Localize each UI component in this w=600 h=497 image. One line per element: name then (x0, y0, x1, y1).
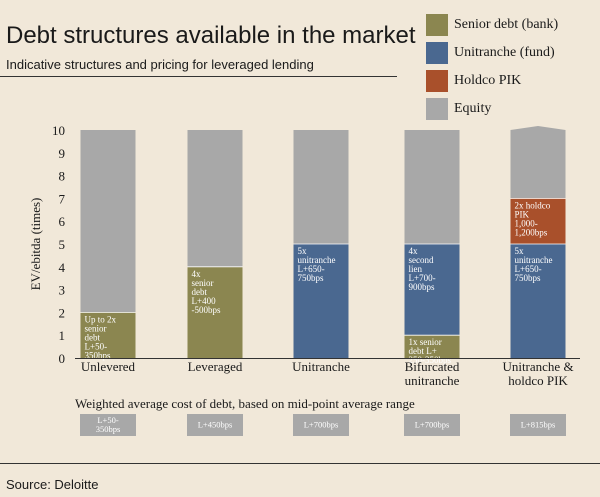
legend-label: Holdco PIK (454, 73, 522, 88)
legend-swatch (426, 98, 448, 120)
bar-segment-label: senior (85, 323, 107, 333)
cost-box (187, 414, 243, 436)
legend-swatch (426, 70, 448, 92)
bar-segment-label: senior (192, 278, 214, 288)
bar-segment-label: -500bps (192, 305, 221, 315)
bar-segment-equity (510, 126, 566, 199)
bar-segment-holdco-pik (510, 198, 566, 244)
bar-segment-label: lien (409, 264, 423, 274)
x-category-label: unitranche (405, 373, 460, 388)
y-axis-label: EV/ebitda (times) (28, 198, 43, 291)
bar-segment-label: 4x (192, 269, 202, 279)
y-tick-label: 10 (52, 123, 65, 138)
cost-box (80, 414, 136, 436)
cost-value-label: L+700bps (304, 420, 339, 430)
chart-subtitle: Indicative structures and pricing for le… (6, 57, 314, 72)
bar-segment-label: 5x (515, 246, 525, 256)
bar-segment-label: L+700- (409, 273, 436, 283)
bar-segment-label: second (409, 255, 434, 265)
y-tick-label: 6 (59, 214, 66, 229)
legend-item: Senior debt (bank) (426, 14, 596, 38)
bar-segment-label: 5x (298, 246, 308, 256)
cost-value-label: L+815bps (521, 420, 556, 430)
bar-segment-unitranche-fund (404, 244, 460, 336)
x-category-label: holdco PIK (508, 373, 568, 388)
y-tick-label: 9 (59, 146, 66, 161)
cost-value-label: L+50- (97, 415, 118, 425)
cost-box (510, 414, 566, 436)
legend-swatch (426, 42, 448, 64)
bar-segment-label: 350bps (85, 350, 112, 360)
x-category-label: Unitranche (292, 359, 350, 374)
bar-segment-senior-debt-bank (404, 335, 460, 358)
bar-segment-label: unitranche (298, 255, 336, 265)
x-category-label: Bifurcated (405, 359, 460, 374)
source-note: Source: Deloitte (6, 477, 99, 492)
y-tick-label: 0 (59, 351, 66, 366)
y-tick-label: 3 (59, 283, 66, 298)
legend-swatch (426, 14, 448, 36)
bar-segment-label: 900bps (409, 282, 436, 292)
legend-label: Equity (454, 101, 492, 116)
y-tick-label: 5 (59, 237, 66, 252)
bar-segment-label: L+400 (192, 296, 217, 306)
bar-segment-unitranche-fund (293, 244, 349, 358)
legend-item: Equity (426, 98, 596, 122)
bar-segment-senior-debt-bank (80, 312, 136, 358)
bar-segment-label: L+650- (298, 264, 325, 274)
bar-segment-label: Up to 2x (85, 314, 117, 324)
legend-label: Senior debt (bank) (454, 17, 559, 32)
bar-segment-label: 2x holdco (515, 200, 551, 210)
cost-box (293, 414, 349, 436)
bar-segment-unitranche-fund (510, 244, 566, 358)
bar-segment-label: 250-350bps (409, 355, 452, 365)
bar-segment-equity (293, 130, 349, 244)
bar-segment-label: L+50- (85, 341, 108, 351)
y-tick-label: 4 (59, 260, 66, 275)
bar-segment-label: 1,200bps (515, 227, 548, 237)
bar-segment-equity (404, 130, 460, 244)
bar-segment-equity (187, 130, 243, 267)
bar-segment-label: unitranche (515, 255, 553, 265)
y-tick-label: 8 (59, 169, 66, 184)
cost-caption: Weighted average cost of debt, based on … (75, 396, 415, 411)
bar-segment-equity (80, 130, 136, 313)
bar-segment-label: L+650- (515, 264, 542, 274)
title-divider (0, 76, 397, 77)
bar-segment-senior-debt-bank (187, 266, 243, 358)
cost-value-label: L+700bps (415, 420, 450, 430)
cost-value-label: 350bps (96, 424, 121, 434)
bar-segment-label: debt L+ (409, 346, 437, 356)
x-category-label: Unlevered (81, 359, 136, 374)
bar-segment-label: 750bps (298, 273, 325, 283)
chart-title: Debt structures available in the market (6, 22, 416, 49)
bar-segment-label: 1,000- (515, 218, 538, 228)
y-tick-label: 7 (59, 191, 66, 206)
cost-box (404, 414, 460, 436)
bar-segment-label: debt (192, 287, 208, 297)
legend-item: Holdco PIK (426, 70, 596, 94)
x-category-label: Leveraged (188, 359, 243, 374)
x-category-label: Unitranche & (502, 359, 573, 374)
y-tick-label: 1 (59, 328, 66, 343)
bar-segment-label: 4x (409, 246, 419, 256)
y-tick-label: 2 (59, 305, 66, 320)
bar-segment-label: debt (85, 332, 101, 342)
cost-value-label: L+450bps (198, 420, 233, 430)
bar-segment-label: 1x senior (409, 337, 442, 347)
legend-item: Unitranche (fund) (426, 42, 596, 66)
bar-segment-label: 750bps (515, 273, 542, 283)
legend-label: Unitranche (fund) (454, 45, 555, 60)
bar-segment-label: PIK (515, 209, 530, 219)
